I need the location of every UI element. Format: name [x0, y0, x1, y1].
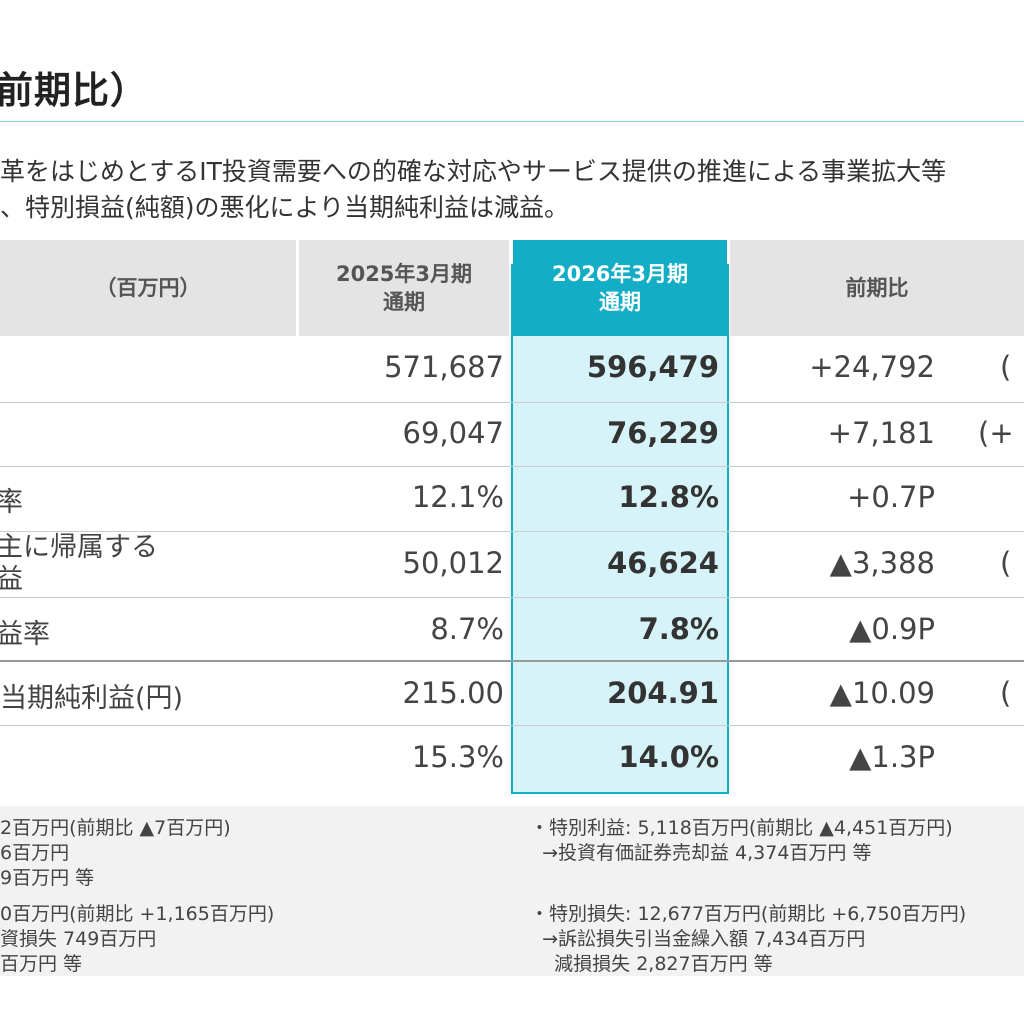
yoy-ratio-fragment: ( — [1000, 676, 1012, 710]
notes-left-block-1: 2百万円(前期比 ▲7百万円) 6百万円 9百万円 等 — [0, 816, 231, 891]
notes-left-block-2: 0百万円(前期比 +1,165百万円) 資損失 749百万円 百万円 等 — [0, 902, 274, 977]
header-prev-line1: 2025年3月期 — [335, 262, 473, 286]
current-value: 46,624 — [607, 546, 719, 580]
yoy-value: +24,792 — [809, 350, 935, 384]
yoy-value: ▲10.09 — [829, 676, 935, 710]
current-value: 76,229 — [607, 416, 719, 450]
yoy-value: ▲1.3P — [849, 740, 935, 774]
header-unit-label: （百万円） — [95, 276, 201, 300]
page-title: 前期比） — [0, 69, 148, 112]
prev-value: 15.3% — [411, 740, 504, 774]
yoy-value: ▲3,388 — [829, 546, 935, 580]
yoy-value: +0.7P — [847, 480, 935, 514]
yoy-value: ▲0.9P — [849, 612, 935, 646]
note-line: →投資有価証券売却益 4,374百万円 等 — [530, 842, 872, 864]
yoy-ratio-fragment: ( — [1000, 546, 1012, 580]
header-curr-line2: 通期 — [599, 290, 641, 314]
current-value: 7.8% — [638, 612, 719, 646]
note-line: 百万円 等 — [0, 953, 83, 975]
note-line: 減損損失 2,827百万円 等 — [530, 953, 773, 975]
header-yoy-label: 前期比 — [845, 276, 909, 300]
notes-panel: 2百万円(前期比 ▲7百万円) 6百万円 9百万円 等 0百万円(前期比 +1,… — [0, 806, 1024, 976]
header-unit: （百万円） — [0, 240, 296, 336]
title-divider — [0, 121, 1024, 122]
row-label: 率 — [0, 487, 23, 518]
current-period-highlight — [511, 264, 729, 794]
note-line: 6百万円 — [0, 842, 70, 864]
row-label-line1: 主に帰属する — [0, 532, 158, 563]
row-divider — [0, 531, 1024, 532]
note-line: ・特別利益: 5,118百万円(前期比 ▲4,451百万円) — [530, 817, 953, 839]
note-line: 2百万円(前期比 ▲7百万円) — [0, 817, 231, 839]
yoy-value: +7,181 — [827, 416, 935, 450]
header-curr-line1: 2026年3月期 — [551, 262, 689, 286]
note-line: 9百万円 等 — [0, 867, 95, 889]
note-line: →訴訟損失引当金繰入額 7,434百万円 — [530, 928, 866, 950]
notes-right-block-2: ・特別損失: 12,677百万円(前期比 +6,750百万円) →訴訟損失引当金… — [530, 902, 966, 977]
yoy-ratio-fragment: (+ — [978, 416, 1014, 450]
summary-line-2: 、特別損益(純額)の悪化により当期純利益は減益。 — [0, 193, 570, 222]
row-label-line2: 益 — [0, 564, 23, 595]
summary-text: 革をはじめとするIT投資需要への的確な対応やサービス提供の推進による事業拡大等 … — [0, 154, 1024, 226]
row-divider — [0, 725, 1024, 726]
current-value: 204.91 — [607, 676, 719, 710]
current-value: 596,479 — [586, 350, 719, 384]
current-value: 14.0% — [618, 740, 719, 774]
row-divider — [0, 466, 1024, 467]
note-line: 資損失 749百万円 — [0, 928, 157, 950]
section-divider — [0, 660, 1024, 662]
prev-value: 50,012 — [402, 546, 504, 580]
summary-line-1: 革をはじめとするIT投資需要への的確な対応やサービス提供の推進による事業拡大等 — [0, 157, 947, 186]
row-divider — [0, 402, 1024, 403]
header-prev-line2: 通期 — [383, 290, 425, 314]
row-divider — [0, 597, 1024, 598]
header-yoy: 前期比 — [730, 240, 1024, 336]
prev-value: 571,687 — [384, 350, 504, 384]
yoy-ratio-fragment: ( — [1000, 350, 1012, 384]
current-value: 12.8% — [618, 480, 719, 514]
notes-right-block-1: ・特別利益: 5,118百万円(前期比 ▲4,451百万円) →投資有価証券売却… — [530, 816, 953, 866]
row-label: 主に帰属する 益 — [0, 532, 158, 596]
prev-value: 8.7% — [430, 612, 504, 646]
header-current-period: 2026年3月期 通期 — [513, 240, 727, 336]
header-prev-period: 2025年3月期 通期 — [299, 240, 509, 336]
note-line: ・特別損失: 12,677百万円(前期比 +6,750百万円) — [530, 903, 967, 925]
prev-value: 12.1% — [411, 480, 504, 514]
prev-value: 69,047 — [402, 416, 504, 450]
note-line: 0百万円(前期比 +1,165百万円) — [0, 903, 275, 925]
row-label: 当期純利益(円) — [0, 683, 184, 714]
prev-value: 215.00 — [402, 676, 504, 710]
row-label: 益率 — [0, 619, 50, 650]
